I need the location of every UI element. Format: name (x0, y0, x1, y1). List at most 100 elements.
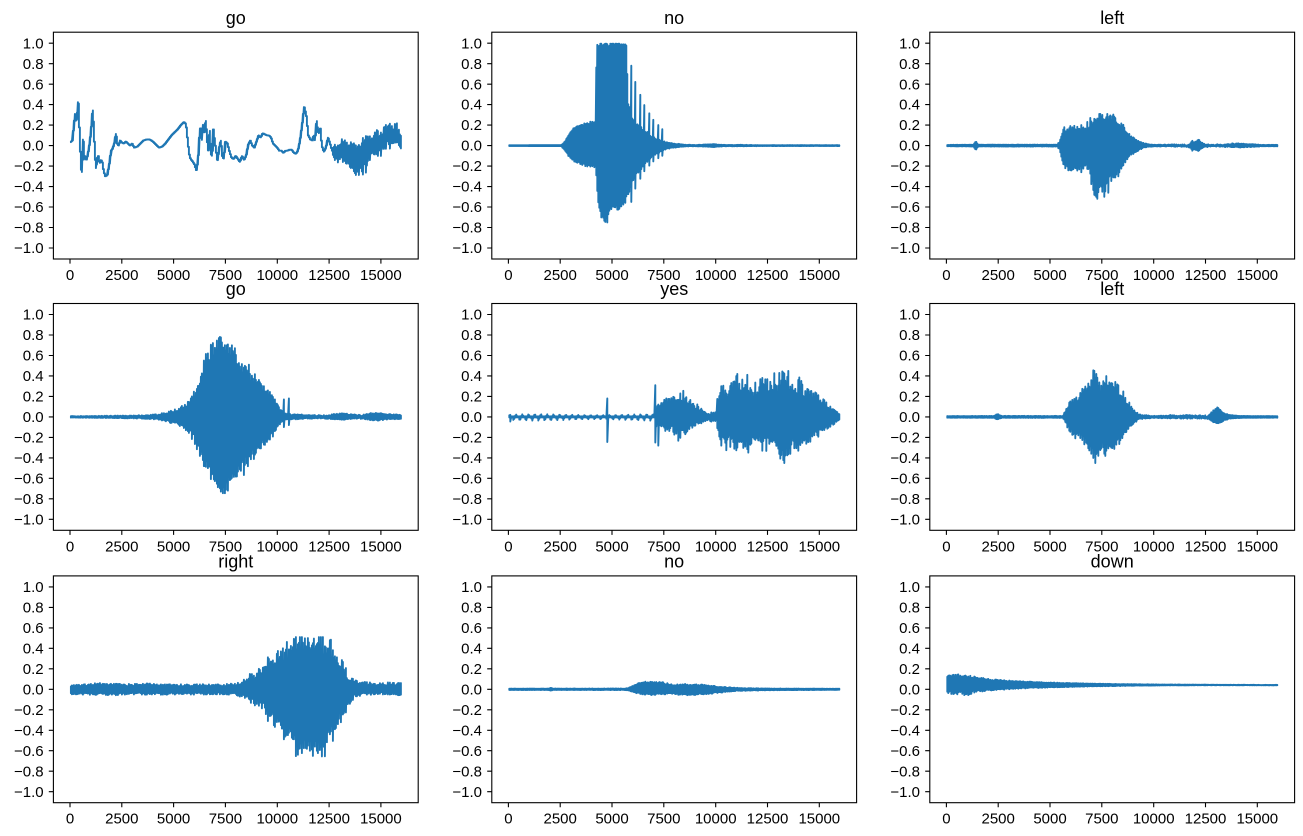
svg-text:0.6: 0.6 (461, 348, 482, 365)
svg-text:7500: 7500 (209, 538, 242, 555)
svg-text:0.0: 0.0 (23, 138, 44, 155)
svg-text:0.0: 0.0 (899, 409, 920, 426)
svg-text:15000: 15000 (798, 267, 840, 284)
svg-text:12500: 12500 (747, 538, 789, 555)
svg-text:−1.0: −1.0 (890, 511, 920, 528)
svg-text:−0.2: −0.2 (452, 158, 482, 175)
svg-text:0: 0 (504, 811, 512, 828)
svg-text:0.0: 0.0 (461, 138, 482, 155)
svg-text:5000: 5000 (1033, 538, 1066, 555)
svg-text:−0.6: −0.6 (14, 743, 44, 760)
svg-text:0.6: 0.6 (461, 620, 482, 637)
svg-text:0.6: 0.6 (23, 348, 44, 365)
svg-text:2500: 2500 (544, 538, 577, 555)
svg-text:12500: 12500 (308, 538, 350, 555)
svg-text:−0.6: −0.6 (14, 470, 44, 487)
svg-text:−0.2: −0.2 (890, 430, 920, 447)
svg-text:−1.0: −1.0 (452, 511, 482, 528)
svg-text:0.8: 0.8 (899, 56, 920, 73)
svg-text:5000: 5000 (157, 267, 190, 284)
svg-text:12500: 12500 (308, 811, 350, 828)
svg-text:2500: 2500 (105, 267, 138, 284)
svg-text:0.8: 0.8 (461, 327, 482, 344)
svg-text:−0.4: −0.4 (452, 722, 482, 739)
svg-text:10000: 10000 (256, 267, 298, 284)
svg-text:−0.6: −0.6 (890, 199, 920, 216)
svg-text:down: down (1091, 552, 1134, 572)
svg-text:−0.4: −0.4 (452, 179, 482, 196)
svg-text:yes: yes (660, 279, 688, 299)
svg-text:0.4: 0.4 (23, 640, 44, 657)
svg-text:−0.4: −0.4 (890, 722, 920, 739)
svg-text:15000: 15000 (360, 538, 402, 555)
svg-text:2500: 2500 (544, 811, 577, 828)
svg-text:5000: 5000 (595, 267, 628, 284)
svg-text:7500: 7500 (647, 267, 680, 284)
svg-text:right: right (218, 552, 253, 572)
svg-text:2500: 2500 (105, 811, 138, 828)
svg-text:−0.4: −0.4 (14, 722, 44, 739)
svg-text:15000: 15000 (1236, 267, 1278, 284)
svg-text:−0.8: −0.8 (14, 491, 44, 508)
svg-text:0.6: 0.6 (899, 620, 920, 637)
svg-text:−0.8: −0.8 (452, 220, 482, 237)
svg-text:7500: 7500 (1085, 811, 1118, 828)
svg-text:no: no (664, 8, 684, 28)
svg-text:2500: 2500 (982, 267, 1015, 284)
svg-text:1.0: 1.0 (461, 35, 482, 52)
svg-text:−0.8: −0.8 (452, 491, 482, 508)
svg-text:−0.4: −0.4 (14, 179, 44, 196)
svg-text:0.4: 0.4 (461, 97, 482, 114)
svg-text:0.8: 0.8 (23, 327, 44, 344)
svg-text:0.8: 0.8 (23, 600, 44, 617)
svg-text:0: 0 (942, 267, 950, 284)
svg-text:0.2: 0.2 (899, 661, 920, 678)
svg-text:no: no (664, 552, 684, 572)
svg-text:10000: 10000 (695, 538, 737, 555)
svg-text:−0.4: −0.4 (452, 450, 482, 467)
svg-text:0.6: 0.6 (899, 348, 920, 365)
svg-text:10000: 10000 (256, 811, 298, 828)
svg-text:go: go (226, 8, 246, 28)
svg-text:2500: 2500 (544, 267, 577, 284)
svg-text:2500: 2500 (982, 811, 1015, 828)
svg-text:15000: 15000 (1236, 811, 1278, 828)
svg-text:5000: 5000 (157, 811, 190, 828)
svg-text:2500: 2500 (105, 538, 138, 555)
svg-text:−1.0: −1.0 (14, 240, 44, 257)
svg-text:go: go (226, 279, 246, 299)
svg-text:0.8: 0.8 (23, 56, 44, 73)
svg-text:0: 0 (504, 538, 512, 555)
svg-text:1.0: 1.0 (23, 307, 44, 324)
svg-text:1.0: 1.0 (23, 35, 44, 52)
svg-text:−0.8: −0.8 (890, 491, 920, 508)
svg-text:−1.0: −1.0 (14, 511, 44, 528)
svg-text:5000: 5000 (1033, 811, 1066, 828)
svg-text:0: 0 (942, 538, 950, 555)
svg-text:−0.2: −0.2 (14, 702, 44, 719)
svg-text:−0.2: −0.2 (452, 430, 482, 447)
svg-text:5000: 5000 (595, 811, 628, 828)
svg-text:0.6: 0.6 (461, 76, 482, 93)
svg-text:left: left (1100, 279, 1124, 299)
svg-text:1.0: 1.0 (899, 307, 920, 324)
svg-text:−0.8: −0.8 (452, 763, 482, 780)
svg-text:10000: 10000 (1133, 538, 1175, 555)
svg-text:12500: 12500 (308, 267, 350, 284)
svg-text:5000: 5000 (1033, 267, 1066, 284)
svg-text:0.6: 0.6 (899, 76, 920, 93)
svg-text:−0.2: −0.2 (14, 430, 44, 447)
svg-text:0.0: 0.0 (461, 409, 482, 426)
svg-text:10000: 10000 (1133, 811, 1175, 828)
svg-text:0.2: 0.2 (899, 389, 920, 406)
svg-text:−1.0: −1.0 (452, 784, 482, 801)
svg-text:0: 0 (66, 538, 74, 555)
svg-text:0.4: 0.4 (899, 97, 920, 114)
svg-text:0.4: 0.4 (899, 640, 920, 657)
svg-text:−0.2: −0.2 (452, 702, 482, 719)
svg-text:7500: 7500 (209, 267, 242, 284)
svg-text:7500: 7500 (647, 811, 680, 828)
svg-text:12500: 12500 (747, 811, 789, 828)
svg-text:0.4: 0.4 (461, 368, 482, 385)
svg-text:0.8: 0.8 (461, 600, 482, 617)
